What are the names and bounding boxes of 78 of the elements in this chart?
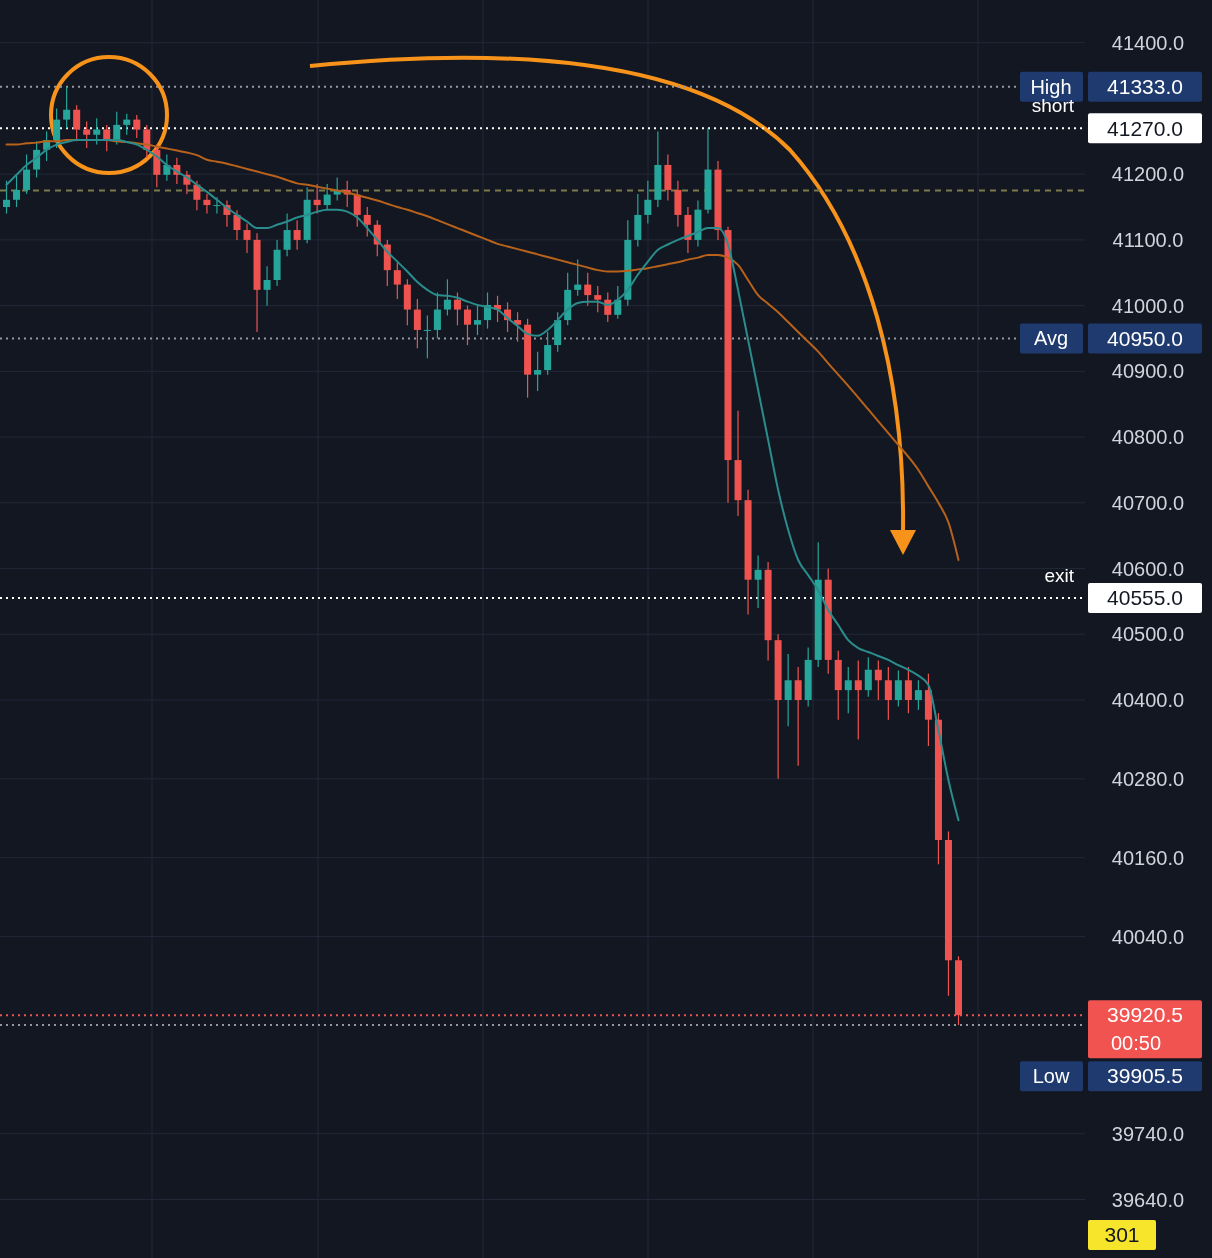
candlestick xyxy=(213,196,221,215)
candlestick xyxy=(73,104,81,142)
candlestick xyxy=(443,278,451,317)
candlestick xyxy=(433,291,441,340)
candlestick xyxy=(914,679,922,711)
candlestick xyxy=(413,298,421,349)
candlestick xyxy=(313,183,321,215)
candlestick xyxy=(594,285,602,313)
y-tick-label: 40600.0 xyxy=(1111,557,1185,580)
candlestick xyxy=(23,153,31,195)
candlestick xyxy=(534,351,542,392)
candlestick xyxy=(33,140,41,179)
candlestick xyxy=(103,124,111,152)
y-tick-label: 41200.0 xyxy=(1111,163,1185,186)
y-tick-label: 41400.0 xyxy=(1111,31,1185,54)
candlestick xyxy=(363,206,371,238)
candlestick xyxy=(514,311,522,343)
candlestick xyxy=(283,213,291,257)
candlestick xyxy=(904,666,912,714)
candlestick xyxy=(423,314,431,359)
ref-line-label: 39905.5 xyxy=(1107,1064,1183,1088)
candlestick xyxy=(93,117,101,146)
y-tick-label: 39640.0 xyxy=(1111,1188,1185,1211)
candlestick xyxy=(844,666,852,714)
candlestick xyxy=(13,173,21,208)
candlestick xyxy=(263,265,271,307)
ref-line-label: 41333.0 xyxy=(1107,75,1183,99)
y-tick-label: 40160.0 xyxy=(1111,846,1185,869)
candlestick xyxy=(463,305,471,346)
candlestick xyxy=(864,656,872,698)
candlestick xyxy=(83,120,91,149)
candlestick xyxy=(473,305,481,336)
candlestick xyxy=(323,183,331,211)
y-tick-label: 40280.0 xyxy=(1111,767,1185,790)
candlestick xyxy=(784,653,792,727)
annotation: exit xyxy=(1044,565,1075,587)
y-tick-label: 39740.0 xyxy=(1111,1122,1185,1145)
candlestick xyxy=(894,669,902,708)
y-tick-label: 41100.0 xyxy=(1112,228,1184,251)
candlestick xyxy=(63,86,71,129)
candlestick xyxy=(133,114,141,139)
candlestick xyxy=(854,659,862,741)
candlestick xyxy=(794,666,802,767)
y-tick-label: 41000.0 xyxy=(1111,294,1185,317)
text: 301 xyxy=(1104,1223,1140,1247)
candlestick xyxy=(113,111,121,146)
candlestick xyxy=(203,193,211,215)
text: 00:50 xyxy=(1110,1032,1162,1055)
y-tick-label: 40900.0 xyxy=(1111,360,1185,383)
candlestick xyxy=(353,190,361,228)
candlestick xyxy=(754,554,762,609)
candlestick xyxy=(233,209,241,241)
y-tick-label: 40700.0 xyxy=(1111,491,1185,514)
annotation: Avg xyxy=(1033,327,1069,350)
candlestick xyxy=(243,222,251,254)
candlestick xyxy=(453,291,461,326)
candlestick xyxy=(393,262,401,300)
candlestick xyxy=(53,107,61,149)
ref-line-label: 41270.0 xyxy=(1107,116,1183,140)
candlestick xyxy=(584,272,592,307)
candlestick xyxy=(884,666,892,721)
candlestick xyxy=(574,259,582,297)
ref-line-label: 40950.0 xyxy=(1107,326,1183,350)
candlestick xyxy=(163,153,171,182)
candlestick xyxy=(193,180,201,211)
ref-line-label: 39920.5 xyxy=(1107,1003,1183,1027)
candlestick xyxy=(123,113,131,136)
y-tick-label: 40800.0 xyxy=(1111,426,1185,449)
y-tick-label: 40500.0 xyxy=(1111,623,1185,646)
ref-line-label: 40555.0 xyxy=(1107,586,1183,610)
candlestick xyxy=(293,219,301,251)
y-tick-label: 40400.0 xyxy=(1111,688,1185,711)
y-tick-label: 40040.0 xyxy=(1111,925,1185,948)
candlestick xyxy=(3,180,11,215)
annotation: Low xyxy=(1032,1065,1070,1088)
candlestick xyxy=(614,285,622,320)
candlestick xyxy=(644,180,652,225)
candlestick xyxy=(874,659,882,701)
